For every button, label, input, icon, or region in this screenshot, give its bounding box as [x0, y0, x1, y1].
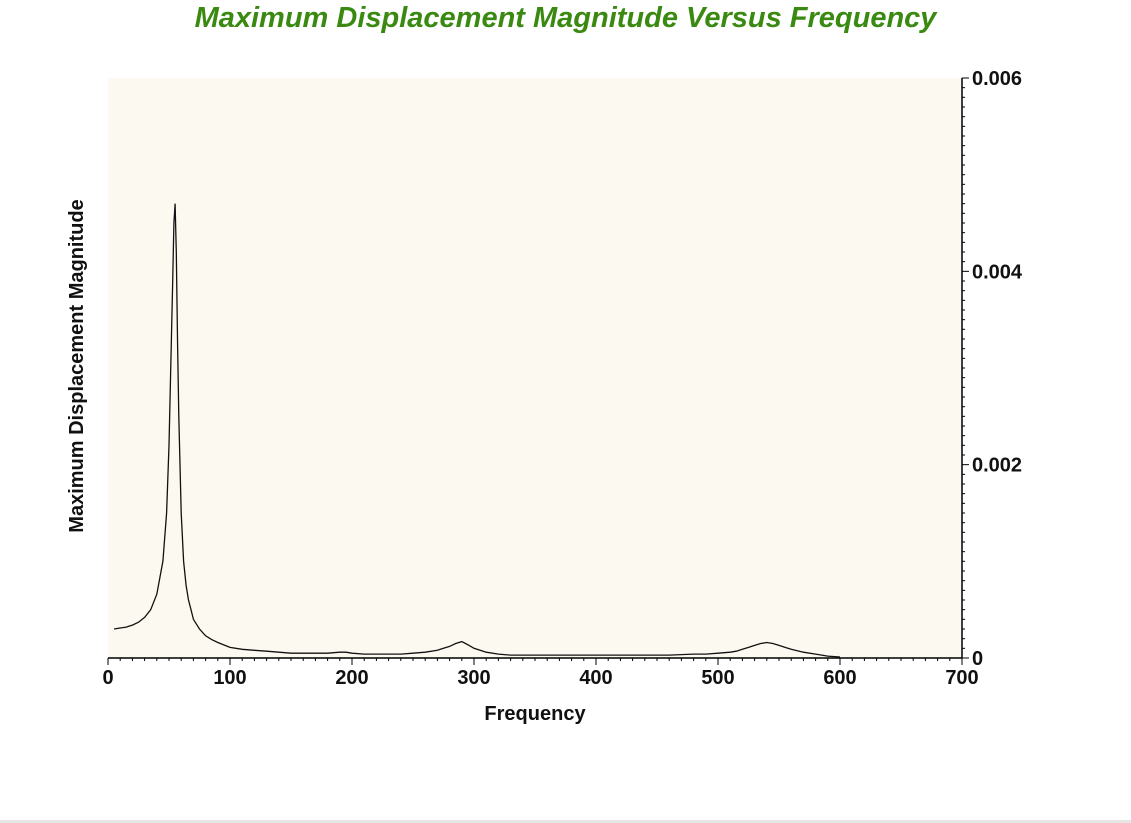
y-tick-label: 0.004	[972, 261, 1023, 283]
x-tick-label: 400	[579, 667, 612, 689]
x-axis-title: Frequency	[484, 703, 586, 725]
bottom-divider	[0, 820, 1131, 823]
x-axis: 0 100 200 300 400 500 600 700	[102, 657, 979, 689]
x-tick-label: 700	[945, 667, 978, 689]
plot-area	[108, 78, 962, 658]
series-line	[113, 203, 841, 658]
x-tick-label: 200	[335, 667, 368, 689]
y-tick-label: 0.002	[972, 455, 1022, 477]
y-axis: 0 0.002 0.004 0.006	[961, 68, 1023, 670]
y-axis-title: Maximum Displacement Magnitude	[66, 199, 88, 532]
x-tick-label: 300	[457, 667, 490, 689]
x-tick-label: 0	[102, 667, 113, 689]
chart-title: Maximum Displacement Magnitude Versus Fr…	[194, 2, 937, 34]
y-tick-label: 0	[972, 648, 983, 670]
x-tick-label: 100	[213, 667, 246, 689]
y-tick-label: 0.006	[972, 68, 1022, 90]
x-tick-label: 600	[823, 667, 856, 689]
x-tick-label: 500	[701, 667, 734, 689]
